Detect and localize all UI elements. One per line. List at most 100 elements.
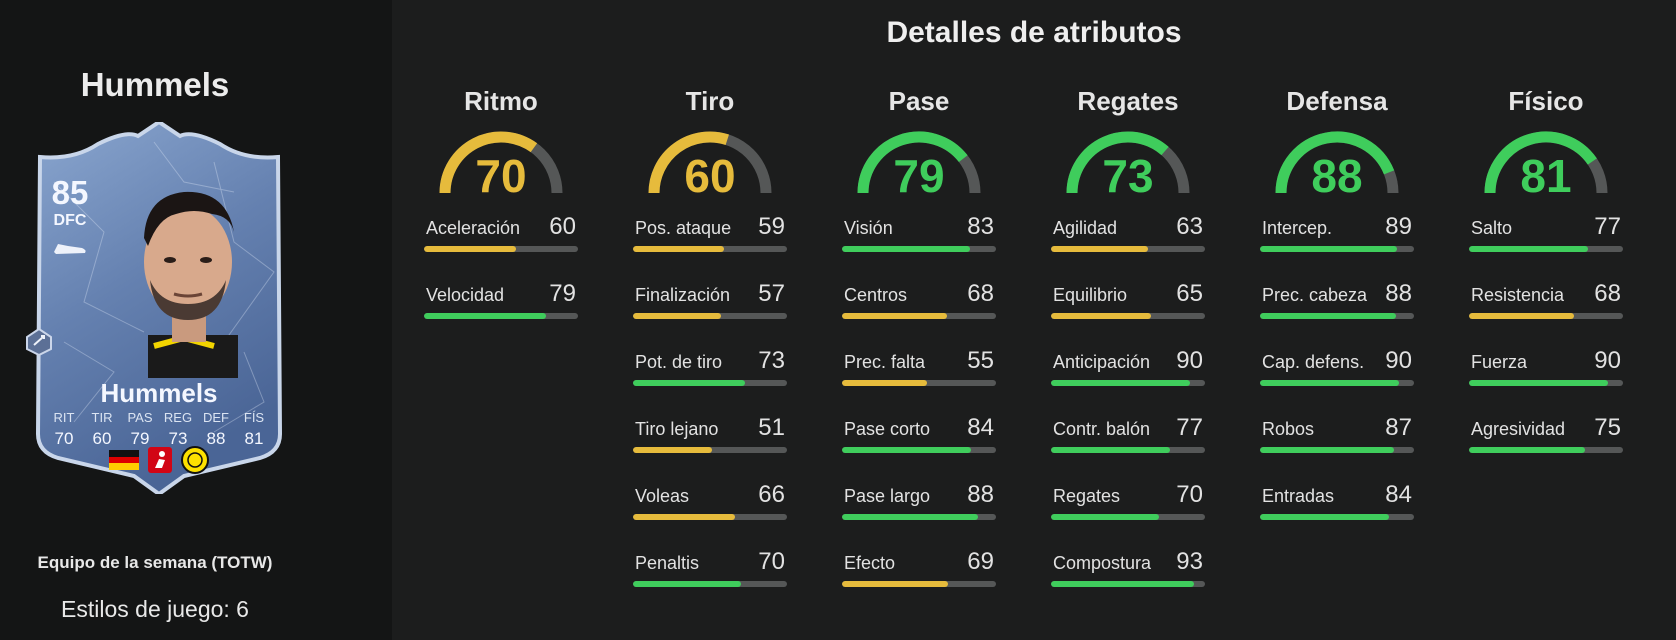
- category-gauge: 81: [1482, 129, 1610, 202]
- stat-value: 60: [549, 213, 576, 240]
- stat-row[interactable]: Intercep. 89: [1260, 209, 1414, 276]
- player-card[interactable]: 85 DFC Hummels: [26, 122, 284, 494]
- stat-bar: [1469, 246, 1623, 252]
- category-title: Tiro: [685, 86, 735, 116]
- stat-bar-fill: [1051, 246, 1149, 252]
- stat-bar: [1469, 380, 1623, 386]
- stat-bar-fill: [842, 581, 949, 587]
- stat-row[interactable]: Agresividad 75: [1469, 410, 1623, 477]
- stat-bar: [1260, 380, 1414, 386]
- stat-row[interactable]: Cap. defens. 90: [1260, 343, 1414, 410]
- stat-row[interactable]: Salto 77: [1469, 209, 1623, 276]
- stat-bar: [1469, 313, 1623, 319]
- stat-bar: [633, 447, 787, 453]
- gauge-fill: [439, 131, 538, 194]
- stat-value: 70: [1176, 481, 1203, 508]
- stat-bar: [1051, 581, 1205, 587]
- stat-row[interactable]: Pos. ataque 59: [633, 209, 787, 276]
- stat-value: 77: [1594, 213, 1621, 240]
- stat-row[interactable]: Entradas 84: [1260, 477, 1414, 544]
- stat-row[interactable]: Robos 87: [1260, 410, 1414, 477]
- stat-value: 73: [758, 347, 785, 374]
- card-player-name: Hummels: [100, 378, 218, 408]
- stat-row[interactable]: Efecto 69: [842, 544, 996, 611]
- stat-bar-fill: [842, 246, 970, 252]
- stat-value: 51: [758, 414, 785, 441]
- card-stat-value: 73: [168, 429, 188, 448]
- card-stat-tir: TIR 60: [84, 410, 120, 449]
- stat-label: Visión: [844, 218, 893, 238]
- category-value: 60: [684, 150, 736, 202]
- bundesliga-logo-icon: [148, 447, 172, 473]
- card-badges: [34, 446, 284, 474]
- stat-list: Salto 77 Resistencia 68 Fuerza 90 Agresividad 7…: [1469, 209, 1623, 477]
- stat-value: 57: [758, 280, 785, 307]
- stat-row[interactable]: Pot. de tiro 73: [633, 343, 787, 410]
- stat-row[interactable]: Anticipación 90: [1051, 343, 1205, 410]
- stat-label: Cap. defens.: [1262, 352, 1365, 372]
- card-stat-value: 79: [130, 429, 150, 448]
- stat-row[interactable]: Penaltis 70: [633, 544, 787, 611]
- stat-bar-fill: [1469, 246, 1588, 252]
- stat-row[interactable]: Resistencia 68: [1469, 276, 1623, 343]
- category-gauge: 88: [1273, 129, 1401, 202]
- attribute-column-regates: Regates 73 Agilidad 63 Equilibrio 65 Anticipac…: [1051, 86, 1205, 611]
- category-value: 88: [1311, 150, 1363, 202]
- stat-bar: [1051, 447, 1205, 453]
- card-stat-label: REG: [163, 410, 193, 425]
- stat-label: Resistencia: [1471, 285, 1565, 305]
- stat-value: 79: [549, 280, 576, 307]
- category-value: 81: [1520, 150, 1572, 202]
- attribute-column-ritmo: Ritmo 70 Aceleración 60 Velocidad 79: [424, 86, 578, 343]
- stat-row[interactable]: Pase corto 84: [842, 410, 996, 477]
- stat-list: Visión 83 Centros 68 Prec. falta 55 Pase corto…: [842, 209, 996, 611]
- stat-row[interactable]: Centros 68: [842, 276, 996, 343]
- stat-row[interactable]: Agilidad 63: [1051, 209, 1205, 276]
- stat-value: 84: [967, 414, 994, 441]
- stat-row[interactable]: Regates 70: [1051, 477, 1205, 544]
- player-photo: [144, 191, 238, 378]
- stat-value: 88: [1385, 280, 1412, 307]
- stat-label: Centros: [844, 285, 908, 305]
- stat-label: Finalización: [635, 285, 731, 305]
- gauge-fill: [857, 131, 968, 194]
- stat-value: 89: [1385, 213, 1412, 240]
- card-rating: 85: [51, 174, 89, 211]
- stat-value: 90: [1176, 347, 1203, 374]
- stat-row[interactable]: Prec. falta 55: [842, 343, 996, 410]
- stat-bar: [633, 313, 787, 319]
- stat-row[interactable]: Pase largo 88: [842, 477, 996, 544]
- card-stat-rit: RIT 70: [46, 410, 82, 449]
- stat-label: Voleas: [635, 486, 690, 506]
- stat-label: Pase corto: [844, 419, 931, 439]
- stat-row[interactable]: Voleas 66: [633, 477, 787, 544]
- stat-row[interactable]: Equilibrio 65: [1051, 276, 1205, 343]
- stat-bar: [1260, 246, 1414, 252]
- stat-bar-fill: [1260, 380, 1399, 386]
- bvb-crest-icon: [181, 446, 209, 474]
- card-type-label: Equipo de la semana (TOTW): [37, 553, 273, 572]
- stat-row[interactable]: Tiro lejano 51: [633, 410, 787, 477]
- chemistry-style-icon[interactable]: [24, 327, 54, 357]
- stat-bar: [842, 246, 996, 252]
- stat-row[interactable]: Fuerza 90: [1469, 343, 1623, 410]
- stat-value: 69: [967, 548, 994, 575]
- stat-row[interactable]: Velocidad 79: [424, 276, 578, 343]
- stat-value: 77: [1176, 414, 1203, 441]
- stat-value: 90: [1594, 347, 1621, 374]
- stat-row[interactable]: Contr. balón 77: [1051, 410, 1205, 477]
- category-gauge: 79: [855, 129, 983, 202]
- category-value: 70: [475, 150, 527, 202]
- stat-bar-fill: [1260, 447, 1394, 453]
- stat-row[interactable]: Finalización 57: [633, 276, 787, 343]
- stat-bar-fill: [424, 313, 546, 319]
- stat-row[interactable]: Aceleración 60: [424, 209, 578, 276]
- stat-row[interactable]: Compostura 93: [1051, 544, 1205, 611]
- card-stats: RIT 70 TIR 60 PAS 79 REG 73 DEF 88: [46, 410, 272, 449]
- stat-row[interactable]: Visión 83: [842, 209, 996, 276]
- category-gauge: 73: [1064, 129, 1192, 202]
- stat-row[interactable]: Prec. cabeza 88: [1260, 276, 1414, 343]
- playstyles-count[interactable]: Estilos de juego: 6: [61, 596, 249, 622]
- stat-bar: [842, 380, 996, 386]
- gauge-fill: [1066, 131, 1169, 194]
